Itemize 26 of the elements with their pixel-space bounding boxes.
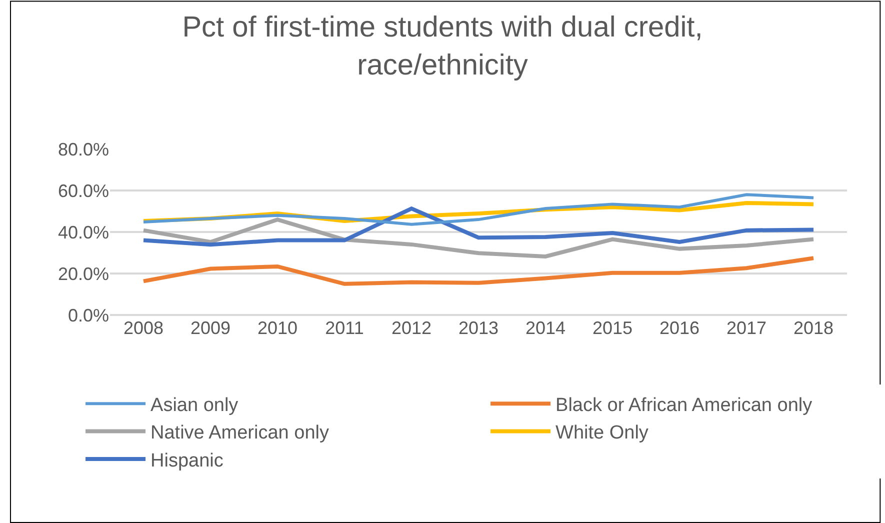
line-series (142, 218, 816, 258)
y-tick-label: 20.0% (58, 264, 109, 284)
chart-title: Pct of first-time students with dual credit, race/ethnicity (182, 12, 703, 82)
legend-label: Asian only (150, 394, 239, 416)
line-series (142, 206, 816, 247)
x-tick-label: 2011 (325, 318, 364, 338)
y-tick-label: 40.0% (58, 222, 109, 242)
y-tick-label: 60.0% (58, 180, 109, 201)
legend-label: White Only (556, 422, 649, 444)
x-tick-label: 2018 (793, 318, 834, 338)
y-tick-label: 0.0% (68, 305, 109, 326)
x-tick-label: 2017 (726, 318, 767, 338)
legend-label: Hispanic (150, 450, 224, 472)
x-tick-label: 2008 (123, 318, 164, 338)
legend-label: Native American only (150, 422, 330, 444)
line-series (142, 193, 815, 226)
x-tick-label: 2015 (592, 318, 633, 338)
x-tick-label: 2016 (659, 318, 700, 338)
x-tick-label: 2009 (190, 318, 231, 338)
x-tick-label: 2013 (458, 318, 499, 338)
legend-label: Black or African American only (556, 394, 813, 416)
line-series (142, 256, 816, 286)
y-tick-label: 80.0% (58, 139, 109, 160)
x-tick-label: 2014 (525, 318, 566, 338)
x-tick-label: 2010 (257, 318, 298, 338)
x-tick-label: 2012 (391, 318, 432, 338)
